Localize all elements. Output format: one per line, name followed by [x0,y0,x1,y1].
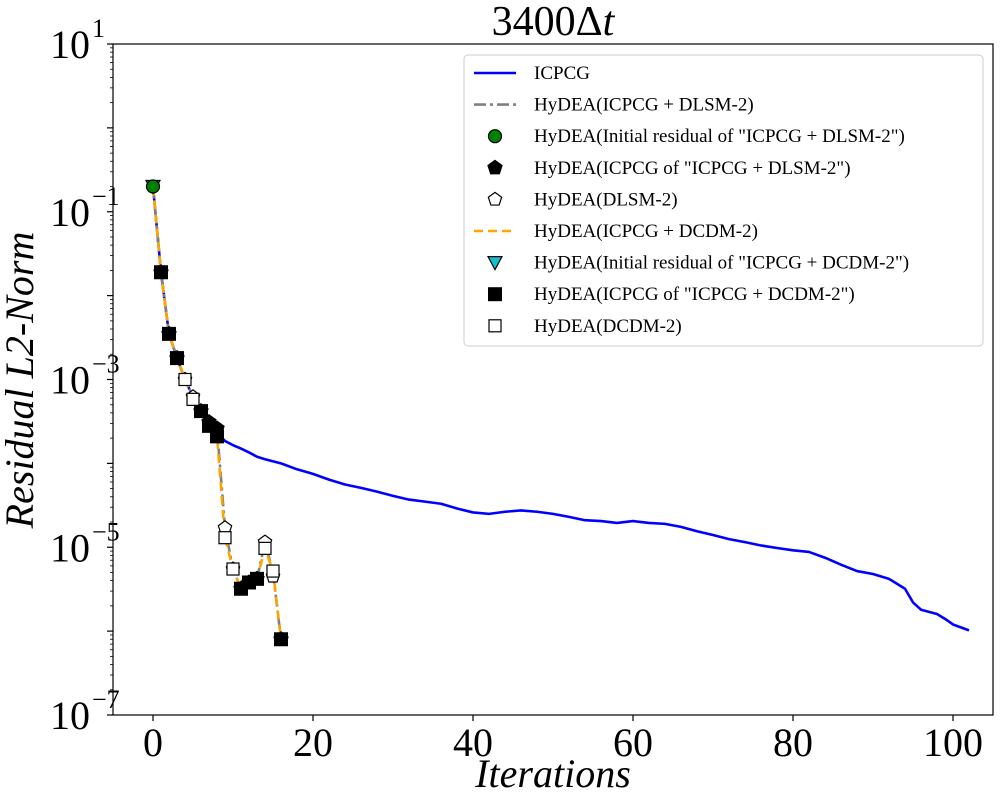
x-tick-label: 20 [293,720,333,765]
legend-label-7: HyDEA(ICPCG of "ICPCG + DCDM-2") [534,284,855,305]
legend-label-2: HyDEA(Initial residual of "ICPCG + DLSM-… [534,126,905,147]
legend-label-0: ICPCG [534,63,590,84]
series-line-1 [151,186,283,640]
legend-label-1: HyDEA(ICPCG + DLSM-2) [534,95,754,116]
y-tick-exponent: −1 [92,182,120,211]
x-axis-label: Iterations [474,751,631,796]
x-tick-label: 0 [143,720,163,765]
marker-initial_dlsm [145,179,161,194]
marker-icpcg_of_dcdm [154,265,168,280]
marker-icpcg_of_dcdm [170,351,184,366]
legend-swatch-4 [487,191,503,206]
marker-icpcg_of_dcdm [210,429,224,444]
chart-title-base: 3400Δ [492,0,603,45]
marker-icpcg_of_dcdm [194,404,208,419]
marker-icpcg_of_dcdm [250,571,264,586]
y-tick-label: 10 [50,693,90,738]
marker-dcdm [258,541,272,555]
marker-icpcg_of_dcdm [202,418,216,433]
chart-title: 3400Δt [492,0,616,45]
marker-dcdm [178,372,192,387]
series-line-2 [151,186,283,640]
legend-box [463,54,984,347]
x-tick-label: 40 [453,720,493,765]
legend-label-8: HyDEA(DCDM-2) [534,316,682,337]
marker-icpcg_of_dcdm [162,326,176,341]
marker-dcdm [226,562,240,576]
y-tick-exponent: −5 [92,517,120,546]
x-tick-label: 60 [613,720,653,765]
marker-dcdm [218,531,232,545]
legend-label-3: HyDEA(ICPCG of "ICPCG + DLSM-2") [534,158,851,179]
marker-dcdm [266,564,280,578]
y-tick-label: 10 [50,190,90,235]
legend-label-6: HyDEA(Initial residual of "ICPCG + DCDM-… [534,253,909,274]
x-axis-ticks: 0 20 40 60 80 100 [143,715,983,765]
x-tick-label: 80 [773,720,813,765]
marker-icpcg_of_dcdm [274,632,288,647]
y-tick-label: 10 [50,358,90,403]
chart-title-italic: t [603,0,616,45]
y-tick-exponent: 1 [92,14,105,43]
legend: ICPCG HyDEA(ICPCG + DLSM-2) HyDEA(Initial … [463,54,984,347]
series-line-0 [151,186,970,632]
y-tick-label: 10 [50,22,90,67]
legend-swatch-6 [486,256,504,271]
marker-dcdm [186,392,200,406]
y-tick-exponent: −3 [92,350,120,379]
legend-label-5: HyDEA(ICPCG + DCDM-2) [534,221,758,242]
x-tick-label: 100 [923,720,983,765]
legend-swatch-7 [488,287,502,302]
y-tick-label: 10 [50,525,90,570]
y-tick-exponent: −7 [92,685,120,714]
legend-swatch-8 [488,319,502,333]
y-axis-label: Residual L2-Norm [0,232,42,530]
legend-swatch-3 [487,159,503,175]
marker-layer [144,179,289,647]
legend-swatch-2 [487,129,503,144]
legend-label-4: HyDEA(DLSM-2) [534,189,678,210]
